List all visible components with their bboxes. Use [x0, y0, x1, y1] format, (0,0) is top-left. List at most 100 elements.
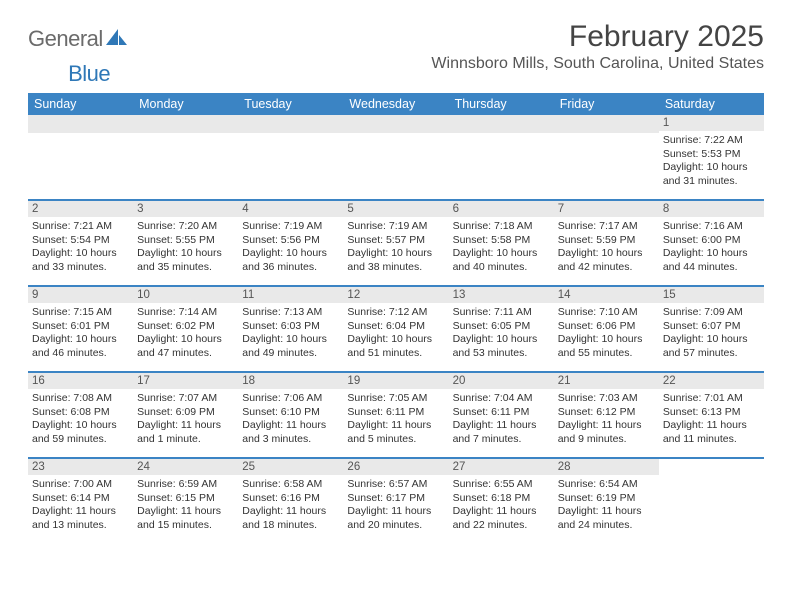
day-cell: 6Sunrise: 7:18 AMSunset: 5:58 PMDaylight… [449, 201, 554, 285]
day-cell-blank [343, 115, 448, 199]
day-cell: 9Sunrise: 7:15 AMSunset: 6:01 PMDaylight… [28, 287, 133, 371]
sunset-text: Sunset: 6:19 PM [558, 492, 655, 506]
week-row: 9Sunrise: 7:15 AMSunset: 6:01 PMDaylight… [28, 287, 764, 373]
day-number: 1 [659, 115, 764, 131]
daylight2-text: and 33 minutes. [32, 261, 129, 275]
daylight2-text: and 40 minutes. [453, 261, 550, 275]
title-block: February 2025 Winnsboro Mills, South Car… [431, 20, 764, 73]
sunrise-text: Sunrise: 6:58 AM [242, 478, 339, 492]
daylight1-text: Daylight: 11 hours [453, 419, 550, 433]
sunrise-text: Sunrise: 7:18 AM [453, 220, 550, 234]
daylight2-text: and 35 minutes. [137, 261, 234, 275]
daylight2-text: and 38 minutes. [347, 261, 444, 275]
sunset-text: Sunset: 5:59 PM [558, 234, 655, 248]
week-row: 23Sunrise: 7:00 AMSunset: 6:14 PMDayligh… [28, 459, 764, 543]
daylight2-text: and 57 minutes. [663, 347, 760, 361]
day-cell: 15Sunrise: 7:09 AMSunset: 6:07 PMDayligh… [659, 287, 764, 371]
sunrise-text: Sunrise: 7:19 AM [347, 220, 444, 234]
day-cell: 7Sunrise: 7:17 AMSunset: 5:59 PMDaylight… [554, 201, 659, 285]
daylight1-text: Daylight: 11 hours [558, 419, 655, 433]
day-number: 24 [133, 459, 238, 475]
daylight1-text: Daylight: 11 hours [558, 505, 655, 519]
daylight2-text: and 55 minutes. [558, 347, 655, 361]
sunrise-text: Sunrise: 7:06 AM [242, 392, 339, 406]
day-number: 25 [238, 459, 343, 475]
sunset-text: Sunset: 6:14 PM [32, 492, 129, 506]
daylight2-text: and 15 minutes. [137, 519, 234, 533]
daylight2-text: and 44 minutes. [663, 261, 760, 275]
sunrise-text: Sunrise: 6:59 AM [137, 478, 234, 492]
sunset-text: Sunset: 5:57 PM [347, 234, 444, 248]
daylight2-text: and 24 minutes. [558, 519, 655, 533]
sunset-text: Sunset: 6:00 PM [663, 234, 760, 248]
day-cell: 26Sunrise: 6:57 AMSunset: 6:17 PMDayligh… [343, 459, 448, 543]
day-number: 27 [449, 459, 554, 475]
day-cell: 23Sunrise: 7:00 AMSunset: 6:14 PMDayligh… [28, 459, 133, 543]
daylight1-text: Daylight: 10 hours [453, 333, 550, 347]
day-cell-blank [28, 115, 133, 199]
day-number: 12 [343, 287, 448, 303]
day-cell: 2Sunrise: 7:21 AMSunset: 5:54 PMDaylight… [28, 201, 133, 285]
daylight2-text: and 31 minutes. [663, 175, 760, 189]
sunset-text: Sunset: 6:02 PM [137, 320, 234, 334]
sunrise-text: Sunrise: 6:55 AM [453, 478, 550, 492]
day-number: 14 [554, 287, 659, 303]
daylight2-text: and 51 minutes. [347, 347, 444, 361]
day-number: 2 [28, 201, 133, 217]
day-cell: 5Sunrise: 7:19 AMSunset: 5:57 PMDaylight… [343, 201, 448, 285]
day-cell: 24Sunrise: 6:59 AMSunset: 6:15 PMDayligh… [133, 459, 238, 543]
sunrise-text: Sunrise: 7:14 AM [137, 306, 234, 320]
daylight2-text: and 18 minutes. [242, 519, 339, 533]
sunrise-text: Sunrise: 6:57 AM [347, 478, 444, 492]
daylight1-text: Daylight: 11 hours [32, 505, 129, 519]
calendar-grid: Sunday Monday Tuesday Wednesday Thursday… [28, 93, 764, 543]
sunrise-text: Sunrise: 7:05 AM [347, 392, 444, 406]
sunset-text: Sunset: 6:06 PM [558, 320, 655, 334]
sunset-text: Sunset: 6:18 PM [453, 492, 550, 506]
day-number: 20 [449, 373, 554, 389]
daylight1-text: Daylight: 11 hours [242, 505, 339, 519]
sunrise-text: Sunrise: 7:12 AM [347, 306, 444, 320]
week-row: 1Sunrise: 7:22 AMSunset: 5:53 PMDaylight… [28, 115, 764, 201]
day-cell-blank [659, 459, 764, 543]
daylight1-text: Daylight: 11 hours [347, 505, 444, 519]
daylight2-text: and 3 minutes. [242, 433, 339, 447]
sunrise-text: Sunrise: 7:17 AM [558, 220, 655, 234]
day-cell: 21Sunrise: 7:03 AMSunset: 6:12 PMDayligh… [554, 373, 659, 457]
daylight1-text: Daylight: 11 hours [137, 419, 234, 433]
day-cell-blank [238, 115, 343, 199]
sunset-text: Sunset: 6:03 PM [242, 320, 339, 334]
sunrise-text: Sunrise: 7:00 AM [32, 478, 129, 492]
day-number [343, 115, 448, 133]
sunrise-text: Sunrise: 7:11 AM [453, 306, 550, 320]
daylight1-text: Daylight: 10 hours [32, 333, 129, 347]
daylight2-text: and 53 minutes. [453, 347, 550, 361]
day-cell: 25 Sunrise: 6:58 AMSunset: 6:16 PMDayligh… [238, 459, 343, 543]
day-cell: 18Sunrise: 7:06 AMSunset: 6:10 PMDayligh… [238, 373, 343, 457]
dow-tuesday: Tuesday [238, 93, 343, 115]
day-number: 9 [28, 287, 133, 303]
daylight2-text: and 46 minutes. [32, 347, 129, 361]
logo-text-general: General [28, 26, 103, 52]
day-cell: 11Sunrise: 7:13 AMSunset: 6:03 PMDayligh… [238, 287, 343, 371]
daylight2-text: and 9 minutes. [558, 433, 655, 447]
day-cell: 16Sunrise: 7:08 AMSunset: 6:08 PMDayligh… [28, 373, 133, 457]
daylight2-text: and 20 minutes. [347, 519, 444, 533]
day-cell: 8Sunrise: 7:16 AMSunset: 6:00 PMDaylight… [659, 201, 764, 285]
day-number: 6 [449, 201, 554, 217]
daylight1-text: Daylight: 10 hours [347, 333, 444, 347]
day-number: 3 [133, 201, 238, 217]
daylight1-text: Daylight: 11 hours [453, 505, 550, 519]
dow-wednesday: Wednesday [343, 93, 448, 115]
sunset-text: Sunset: 6:16 PM [242, 492, 339, 506]
day-cell: 3Sunrise: 7:20 AMSunset: 5:55 PMDaylight… [133, 201, 238, 285]
daylight1-text: Daylight: 10 hours [32, 247, 129, 261]
sunrise-text: Sunrise: 7:22 AM [663, 134, 760, 148]
sunset-text: Sunset: 6:12 PM [558, 406, 655, 420]
day-number [449, 115, 554, 133]
sunrise-text: Sunrise: 6:54 AM [558, 478, 655, 492]
daylight2-text: and 36 minutes. [242, 261, 339, 275]
day-cell: 13Sunrise: 7:11 AMSunset: 6:05 PMDayligh… [449, 287, 554, 371]
day-cell: 10Sunrise: 7:14 AMSunset: 6:02 PMDayligh… [133, 287, 238, 371]
daylight2-text: and 7 minutes. [453, 433, 550, 447]
